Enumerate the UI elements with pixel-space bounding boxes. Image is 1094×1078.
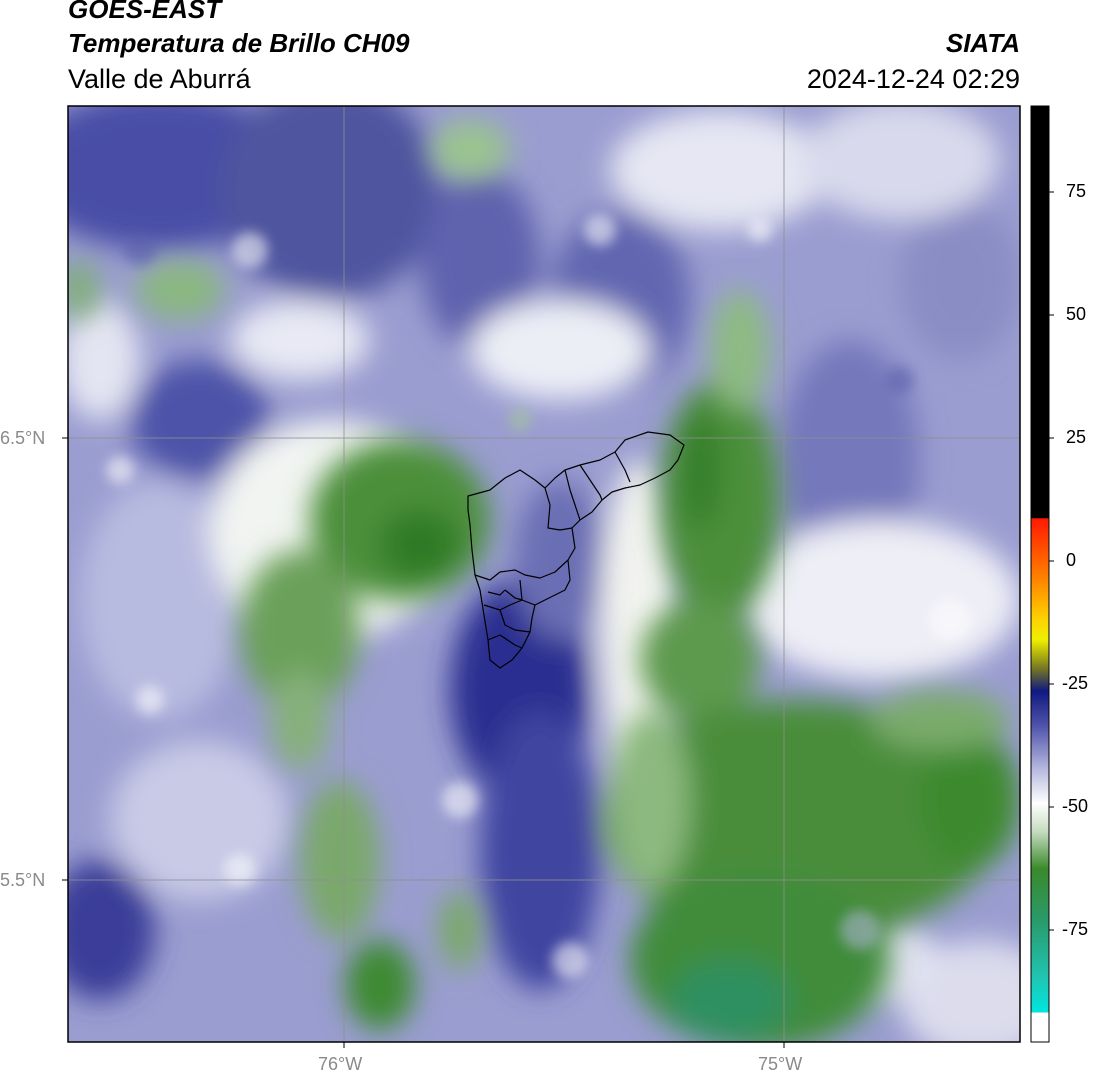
region-subtitle: Valle de Aburrá — [68, 64, 251, 94]
brand-label: SIATA — [945, 28, 1020, 58]
colorbar-label-25: 25 — [1066, 427, 1087, 447]
map-frame — [67, 105, 1021, 1043]
boundary-copacabana — [564, 469, 581, 521]
colorbar-gradient — [1031, 106, 1049, 1042]
municipal-boundaries — [467, 431, 685, 669]
timestamp-label: 2024-12-24 02:29 — [806, 64, 1020, 94]
colorbar-label-50: 50 — [1066, 304, 1087, 324]
colorbar-label-minus25: -25 — [1062, 673, 1089, 693]
boundary-envigado — [504, 579, 523, 601]
lon-label-75W: 75°W — [758, 1054, 803, 1074]
colorbar-label-75: 75 — [1066, 181, 1087, 201]
lat-label-6-5N: 6.5°N — [0, 428, 46, 448]
boundary-girardota — [579, 464, 603, 501]
boundary-caldas — [487, 634, 523, 649]
colorbar-frame — [1030, 105, 1050, 1043]
boundary-medellin-south — [483, 599, 536, 611]
boundary-sabaneta — [499, 609, 531, 633]
boundary-itagui — [487, 589, 506, 596]
colorbar-label-minus50: -50 — [1062, 796, 1089, 816]
colorbar-label-minus75: -75 — [1062, 919, 1089, 939]
lat-label-5-5N: 5.5°N — [0, 870, 46, 890]
graticule — [68, 106, 1020, 1042]
boundary-barbosa — [614, 451, 631, 483]
colorbar — [1030, 105, 1054, 1043]
brightness-temperature-field — [68, 106, 1020, 1042]
product-title: Temperatura de Brillo CH09 — [68, 28, 410, 58]
satellite-title: GOES-EAST — [68, 0, 222, 24]
axis-ticks — [62, 437, 785, 1048]
colorbar-label-0: 0 — [1066, 550, 1077, 570]
boundary-bello — [544, 487, 573, 531]
boundary-medellin-north — [474, 559, 569, 581]
lon-label-76W: 76°W — [318, 1054, 363, 1074]
boundary-outer — [467, 431, 685, 669]
